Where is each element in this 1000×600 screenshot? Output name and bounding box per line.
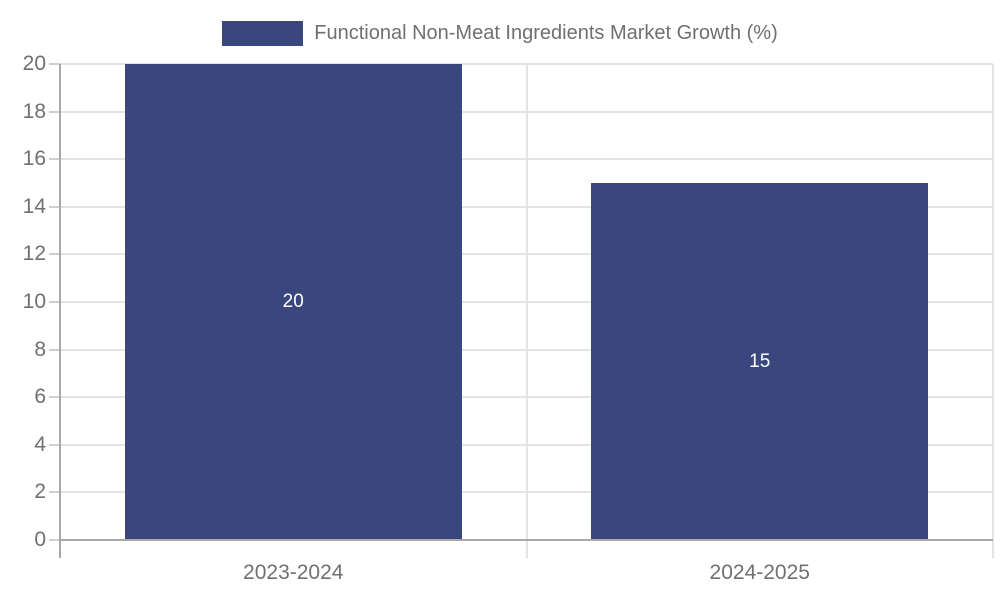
- y-tick: [49, 63, 60, 65]
- y-tick-label: 0: [34, 528, 46, 551]
- y-tick: [49, 348, 60, 351]
- y-tick: [49, 110, 60, 113]
- y-tick-label: 18: [22, 99, 46, 123]
- legend: Functional Non-Meat Ingredients Market G…: [0, 13, 1000, 53]
- x-axis-line: [60, 539, 993, 541]
- x-tick-label: 2024-2025: [709, 561, 810, 584]
- legend-label: Functional Non-Meat Ingredients Market G…: [314, 21, 778, 44]
- y-tick: [49, 396, 60, 399]
- y-tick-label: 16: [22, 147, 46, 171]
- y-axis-line: [59, 64, 61, 558]
- bar-2024-2025: 15: [591, 183, 929, 540]
- y-tick: [49, 253, 60, 256]
- category-separator: [992, 64, 994, 558]
- y-tick-label: 20: [22, 52, 46, 75]
- y-tick: [49, 205, 60, 208]
- y-tick-label: 2: [34, 480, 46, 504]
- bar-2023-2024: 20: [124, 64, 462, 540]
- y-tick: [49, 443, 60, 446]
- category-separator: [525, 64, 528, 558]
- y-tick-label: 4: [34, 432, 46, 456]
- bar-value-label: 20: [282, 291, 304, 312]
- y-tick-label: 6: [34, 385, 46, 409]
- legend-swatch: [222, 20, 304, 46]
- y-tick: [49, 491, 60, 494]
- plot-area: 20 15: [60, 63, 994, 558]
- x-tick-label: 2023-2024: [243, 561, 344, 584]
- y-tick: [49, 539, 60, 541]
- y-tick-label: 12: [22, 242, 46, 266]
- y-tick: [49, 158, 60, 161]
- y-tick-label: 10: [22, 290, 46, 313]
- bar-value-label: 15: [749, 350, 771, 372]
- y-tick-label: 14: [22, 194, 46, 218]
- y-tick: [49, 301, 60, 303]
- y-tick-label: 8: [34, 337, 46, 361]
